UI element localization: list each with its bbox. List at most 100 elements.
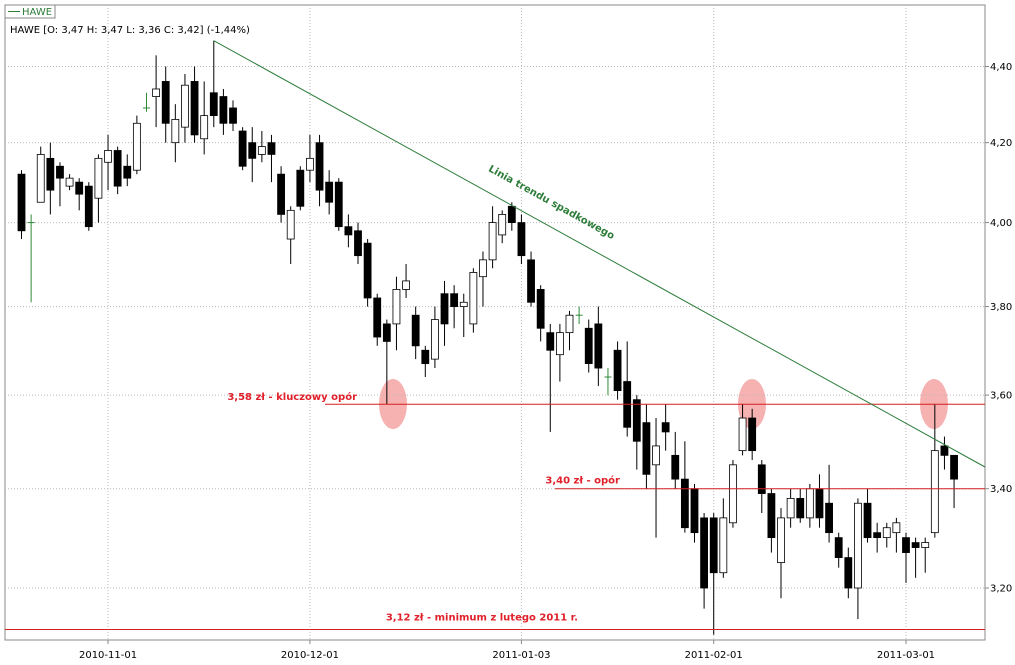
candle-body [200, 115, 209, 140]
candle-body [104, 150, 112, 163]
candle-body [690, 488, 699, 534]
candle-body [498, 214, 507, 236]
x-tick-label: 2010-11-01 [79, 650, 137, 661]
candle-body [267, 142, 276, 155]
candle-body [411, 314, 420, 347]
y-tick-label: 3,80 [990, 302, 1012, 313]
candle-body [854, 502, 862, 589]
candle-body [950, 454, 958, 480]
candle-body [469, 272, 478, 325]
candle-body [892, 522, 901, 534]
candle-body [56, 165, 64, 179]
candle-body [680, 478, 689, 529]
candle-body [75, 181, 84, 195]
candle-body [450, 293, 459, 307]
candle-body [440, 293, 449, 325]
candle-body [911, 542, 920, 548]
level-label: 3,40 zł - opór [545, 475, 620, 487]
candle-body [671, 454, 680, 480]
trend-line [213, 40, 986, 468]
legend-label: HAWE [22, 7, 52, 18]
candle-body [94, 157, 103, 199]
candle-body [84, 185, 93, 228]
candle-body [940, 445, 949, 456]
candle-body [815, 488, 824, 519]
level-label: 3,12 zł - minimum z lutego 2011 r. [386, 612, 578, 623]
chart-title: HAWE [O: 3,47 H: 3,47 L: 3,36 C: 3,42] (… [10, 25, 250, 36]
y-tick-label: 4,00 [990, 218, 1012, 229]
candle-body [834, 537, 843, 558]
candle-body [757, 464, 766, 494]
candle-body [315, 142, 324, 191]
candle-body [930, 450, 939, 534]
candle-body [123, 165, 132, 179]
x-tick-label: 2011-03-01 [877, 650, 935, 661]
candle-body [36, 154, 45, 203]
x-tick-label: 2010-12-01 [281, 650, 339, 661]
candle-body [796, 497, 805, 519]
level-label: 3,58 zł - kluczowy opór [227, 391, 357, 403]
candle-body [584, 327, 593, 364]
candle-body [306, 157, 314, 171]
candle-body [661, 422, 670, 433]
y-tick-label: 3,60 [990, 391, 1012, 402]
candle-body [325, 181, 334, 203]
candle-body [277, 173, 285, 215]
y-tick-label: 4,40 [990, 62, 1012, 73]
candle-body [421, 349, 430, 364]
candle-body [334, 181, 343, 228]
candle-body [767, 493, 776, 539]
candle-body [825, 502, 833, 534]
y-tick-label: 3,20 [990, 584, 1012, 595]
candle-body [632, 399, 641, 442]
candle-body [373, 297, 382, 338]
candle-body [431, 319, 439, 360]
candle-body [209, 92, 218, 117]
candle-body [902, 537, 910, 553]
candle-body [700, 517, 709, 589]
candle-body [459, 301, 468, 307]
candle-body [921, 542, 930, 548]
candles [17, 40, 958, 635]
candle-body [344, 226, 353, 236]
candle-body [296, 169, 305, 207]
y-tick-label: 3,40 [990, 484, 1012, 495]
candle-body [546, 332, 555, 351]
candle-body [238, 130, 247, 167]
candle-body [777, 517, 785, 564]
candle-body [229, 107, 237, 124]
candle-body [171, 119, 180, 144]
candle-body [642, 422, 651, 475]
candle-body [738, 417, 747, 452]
candle-body [152, 88, 161, 97]
candle-body [65, 177, 74, 187]
candle-body [805, 488, 814, 519]
x-tick-label: 2011-01-03 [492, 650, 550, 661]
x-tick-label: 2011-02-01 [685, 650, 743, 661]
candle-body [536, 289, 545, 329]
candle-body [479, 259, 487, 278]
candle-body [555, 332, 564, 356]
candle-body [527, 259, 535, 303]
candle-body [113, 150, 122, 187]
legend [4, 4, 56, 19]
candle-body [594, 323, 603, 369]
candle-body [882, 527, 891, 539]
candle-body [729, 464, 737, 524]
candle-body [488, 222, 497, 261]
candle-body [565, 314, 574, 334]
candle-body [382, 323, 391, 342]
candle-body [219, 96, 228, 124]
candle-body [873, 532, 882, 539]
candle-body [844, 557, 853, 589]
candle-body [748, 417, 757, 452]
candle-body [613, 349, 622, 391]
candle-body [363, 242, 372, 299]
candle-body [248, 142, 257, 159]
candle-body [181, 84, 189, 128]
candle-body [46, 157, 55, 191]
candle-body [786, 497, 795, 519]
candle-body [286, 209, 295, 240]
y-tick-label: 4,20 [990, 138, 1012, 149]
